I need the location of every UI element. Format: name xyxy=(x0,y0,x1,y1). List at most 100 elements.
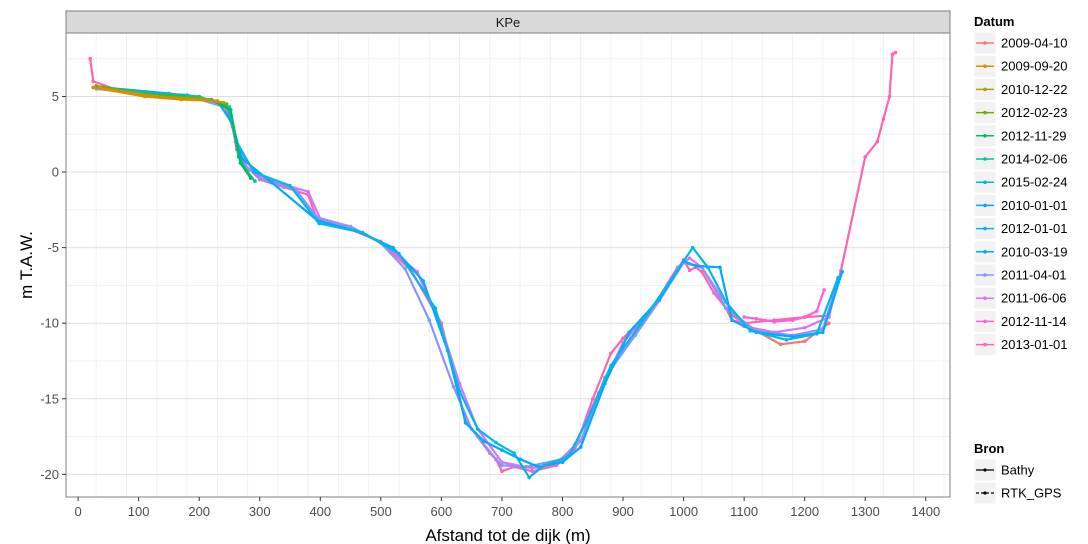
legend-key-point xyxy=(983,157,987,161)
y-tick-label: -15 xyxy=(40,391,59,406)
series-point xyxy=(609,351,613,356)
legend-key-point xyxy=(983,87,987,92)
series-point xyxy=(317,221,321,226)
y-tick-label: -20 xyxy=(40,467,59,482)
facet-strip xyxy=(65,10,951,34)
series-point xyxy=(724,300,728,304)
legend-key-point xyxy=(983,491,987,495)
series-point xyxy=(560,460,565,465)
series-point xyxy=(427,318,432,323)
series-point xyxy=(248,176,253,180)
legend-bron-label: Bathy xyxy=(1001,463,1035,478)
series-point xyxy=(251,170,256,174)
legend-key-point xyxy=(983,41,987,45)
legend-datum-label: 2012-11-29 xyxy=(1001,128,1067,143)
series-point xyxy=(463,421,468,425)
legend-bron-label: RTK_GPS xyxy=(1001,486,1062,501)
series-point xyxy=(530,466,534,471)
y-axis-title: m T.A.W. xyxy=(17,231,36,299)
series-point xyxy=(179,97,183,102)
series-point xyxy=(221,100,226,105)
legend-datum-label: 2011-06-06 xyxy=(1001,291,1067,306)
series-point xyxy=(91,79,95,84)
series-point xyxy=(500,448,504,452)
series-point xyxy=(627,330,631,335)
series-point xyxy=(687,268,692,273)
y-axis: -20 -15 -10 -5 0 5 xyxy=(40,89,66,482)
series-point xyxy=(840,270,844,274)
legend-key-point xyxy=(983,468,987,472)
x-tick-label: 600 xyxy=(431,504,453,519)
x-tick-label: 1200 xyxy=(790,504,819,519)
legend-datum-label: 2010-03-19 xyxy=(1001,244,1068,259)
legend-key-point xyxy=(983,273,987,277)
series-point xyxy=(712,291,716,295)
legend-datum-label: 2009-04-10 xyxy=(1001,36,1068,51)
series-point xyxy=(784,338,789,342)
series-point xyxy=(724,306,728,310)
x-tick-label: 1100 xyxy=(730,504,758,519)
series-point xyxy=(802,325,807,330)
legend-key-point xyxy=(983,250,987,254)
series-line-6 xyxy=(113,89,840,479)
series-point xyxy=(875,140,880,144)
legend-datum-label: 2010-01-01 xyxy=(1001,198,1068,213)
series-point xyxy=(270,180,274,185)
x-axis: 0 100 200 300 400 500 600 700 800 900 1000 1100 1200… xyxy=(74,497,940,519)
series-point xyxy=(536,465,541,469)
y-tick-label: -5 xyxy=(47,240,59,255)
series-point xyxy=(494,440,498,445)
x-tick-label: 1400 xyxy=(911,504,940,519)
series-point xyxy=(687,256,692,261)
series-point xyxy=(887,94,892,99)
series-point xyxy=(591,397,595,401)
x-tick-label: 500 xyxy=(370,504,392,519)
series-point xyxy=(524,465,528,469)
x-tick-label: 700 xyxy=(491,504,513,519)
series-point xyxy=(863,155,867,159)
series-point xyxy=(778,342,783,347)
series-point xyxy=(88,56,92,61)
series-point xyxy=(748,328,752,333)
series-line-11 xyxy=(92,86,219,103)
legend-key-point xyxy=(983,110,987,115)
series-point xyxy=(609,363,613,368)
legend-datum-label: 2013-01-01 xyxy=(1001,337,1068,352)
series-point xyxy=(893,50,898,55)
x-tick-label: 1000 xyxy=(669,504,698,519)
x-tick-label: 200 xyxy=(188,504,210,519)
facet-label: KPe xyxy=(496,15,521,30)
legend-key-point xyxy=(983,134,987,138)
x-tick-label: 100 xyxy=(128,504,150,519)
series-point xyxy=(742,315,746,319)
series-point xyxy=(306,189,311,194)
series-point xyxy=(457,389,462,394)
series-point xyxy=(815,309,819,313)
series-point xyxy=(475,427,480,431)
legend-datum-label: 2012-02-23 xyxy=(1001,105,1068,120)
series-point xyxy=(815,332,819,336)
series-point xyxy=(228,108,233,112)
legend-datum-label: 2010-12-22 xyxy=(1001,82,1068,97)
legend-datum-label: 2012-11-14 xyxy=(1001,314,1067,329)
series-point xyxy=(802,315,807,319)
series-point xyxy=(500,463,504,468)
series-point xyxy=(288,183,292,188)
series-point xyxy=(802,339,807,344)
series-point xyxy=(566,454,571,459)
series-point xyxy=(718,265,722,270)
series-point xyxy=(578,445,583,449)
legend-datum: Datum 2009-04-10 2009-09-20 2010-12-22 2012-… xyxy=(973,14,1068,357)
x-tick-label: 1300 xyxy=(851,504,880,519)
series-point xyxy=(639,321,643,326)
legend-key-point xyxy=(983,180,987,184)
series-point xyxy=(397,251,401,256)
series-point xyxy=(482,439,486,443)
y-tick-label: 0 xyxy=(52,165,59,180)
series-point xyxy=(224,102,229,106)
series-point xyxy=(690,245,695,250)
legend-datum-title: Datum xyxy=(974,14,1014,29)
series-point xyxy=(754,316,758,321)
series-point xyxy=(403,267,407,271)
